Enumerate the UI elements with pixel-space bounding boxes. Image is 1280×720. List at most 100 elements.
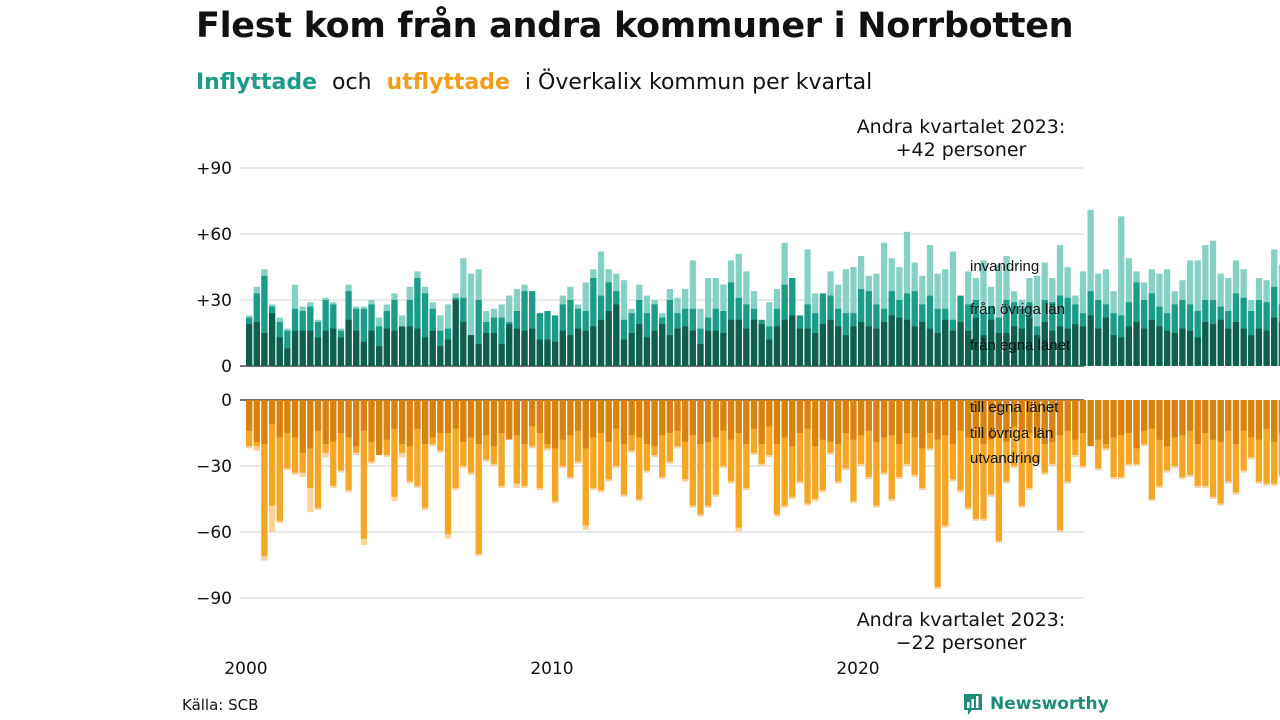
bar-outflow-ovriga-lan [1209, 400, 1217, 497]
bar-outflow-egna-lanet [995, 400, 1002, 431]
bar-outflow-egna-lanet [980, 400, 987, 444]
bar-inflow-egna-lanet [330, 328, 337, 366]
bar-inflow-egna-lanet [521, 330, 528, 366]
bar-outflow-egna-lanet [1102, 400, 1110, 444]
bar-inflow-egna-lanet [421, 337, 429, 366]
bar-inflow-invandring [1033, 275, 1041, 366]
bar-inflow-egna-lanet [399, 326, 406, 366]
bar-inflow-egna-lanet [1217, 319, 1224, 366]
bar-outflow-egna-lanet [582, 400, 589, 449]
bar-inflow-invandring [467, 273, 475, 366]
bar-outflow-egna-lanet [437, 400, 444, 433]
bar-outflow-egna-lanet [835, 400, 842, 444]
bar-outflow-ovriga-lan [888, 400, 895, 499]
bar-outflow-ovriga-lan [712, 400, 719, 495]
bar-outflow-egna-lanet [1171, 400, 1178, 438]
chart-title: Flest kom från andra kommuner i Norrbott… [196, 6, 1074, 46]
bar-outflow-egna-lanet [919, 400, 926, 449]
bar-outflow-ovriga-lan [1225, 400, 1232, 482]
bar-outflow-egna-lanet [399, 400, 406, 444]
bar-inflow-egna-lanet [1248, 335, 1255, 366]
bar-inflow-egna-lanet [949, 330, 957, 366]
bar-outflow-ovriga-lan [842, 400, 849, 469]
bar-outflow-egna-lanet [1209, 400, 1217, 440]
bar-outflow-egna-lanet [483, 400, 490, 436]
x-tick-label: 2000 [224, 659, 267, 679]
bar-outflow-ovriga-lan [980, 400, 987, 519]
subtitle-inflyttade: Inflyttade [196, 70, 318, 95]
bar-inflow-egna-lanet [1011, 326, 1018, 366]
bar-inflow-invandring [1087, 209, 1094, 366]
bar-inflow-ovriga-lan [414, 278, 421, 366]
bar-outflow-egna-lanet [651, 400, 658, 447]
bar-inflow-egna-lanet [1240, 328, 1247, 366]
bar-outflow-egna-lanet [414, 400, 421, 429]
bar-outflow-egna-lanet [697, 400, 704, 444]
bar-inflow-egna-lanet [1232, 322, 1240, 366]
bar-outflow-egna-lanet [1026, 400, 1033, 433]
bar-outflow-egna-lanet [1049, 400, 1056, 442]
bar-outflow-egna-lanet [705, 400, 712, 442]
bar-outflow-egna-lanet [291, 400, 299, 438]
bar-outflow-ovriga-lan [513, 400, 520, 484]
bar-outflow-ovriga-lan [345, 400, 352, 491]
bar-outflow-egna-lanet [842, 400, 849, 433]
bar-outflow-egna-lanet [1148, 400, 1155, 429]
bar-outflow-ovriga-lan [1110, 400, 1117, 477]
bar-outflow-egna-lanet [536, 400, 543, 433]
bar-inflow-invandring [1118, 216, 1125, 366]
bar-inflow-egna-lanet [1202, 322, 1209, 366]
bar-inflow-egna-lanet [544, 339, 551, 366]
bar-inflow-invandring [880, 242, 888, 366]
bar-outflow-egna-lanet [1194, 400, 1201, 444]
bar-outflow-egna-lanet [307, 400, 314, 449]
legend-label-bottom: utvandring [970, 450, 1040, 467]
bar-outflow-ovriga-lan [988, 400, 995, 495]
bar-inflow-egna-lanet [651, 330, 658, 366]
bar-outflow-ovriga-lan [620, 400, 628, 495]
bar-outflow-egna-lanet [574, 400, 582, 431]
bar-outflow-egna-lanet [246, 400, 253, 431]
bar-outflow-ovriga-lan [720, 400, 727, 466]
annotation-bottom-line1: Andra kvartalet 2023: [857, 609, 1066, 631]
bar-inflow-egna-lanet [773, 326, 781, 366]
bar-outflow-egna-lanet [299, 400, 306, 453]
bar-inflow-egna-lanet [437, 346, 444, 366]
bar-outflow-ovriga-lan [284, 400, 291, 469]
bar-outflow-ovriga-lan [659, 400, 666, 477]
bar-outflow-ovriga-lan [360, 400, 367, 539]
bar-inflow-egna-lanet [1179, 328, 1186, 366]
bar-outflow-ovriga-lan [727, 400, 735, 482]
bar-inflow-egna-lanet [506, 324, 513, 366]
annotation-bottom-line2: −22 personer [896, 632, 1027, 654]
bar-inflow-egna-lanet [1164, 330, 1171, 366]
bar-inflow-egna-lanet [835, 326, 842, 366]
bar-inflow-egna-lanet [636, 324, 643, 366]
bar-outflow-egna-lanet [253, 400, 260, 442]
bar-outflow-ovriga-lan [582, 400, 589, 526]
bar-outflow-egna-lanet [1118, 400, 1125, 436]
bar-outflow-egna-lanet [873, 400, 880, 442]
bar-outflow-egna-lanet [605, 400, 612, 442]
y-tick-label-bottom: −90 [196, 589, 232, 609]
bar-outflow-ovriga-lan [536, 400, 543, 488]
bar-inflow-egna-lanet [781, 319, 788, 366]
bar-outflow-egna-lanet [750, 400, 758, 429]
bar-inflow-egna-lanet [628, 333, 635, 366]
bar-inflow-egna-lanet [452, 300, 459, 366]
bar-outflow-egna-lanet [1186, 400, 1194, 431]
bar-inflow-egna-lanet [727, 319, 735, 366]
bar-inflow-egna-lanet [1102, 317, 1110, 366]
bar-inflow-ovriga-lan [552, 315, 559, 366]
bar-inflow-egna-lanet [268, 313, 276, 366]
bar-inflow-ovriga-lan [521, 291, 528, 366]
subtitle-rest: i Överkalix kommun per kvartal [524, 70, 873, 95]
subtitle-utflyttade: utflyttade [386, 70, 510, 95]
bar-outflow-egna-lanet [421, 400, 429, 444]
annotation-top-line1: Andra kvartalet 2023: [857, 116, 1066, 138]
bar-outflow-ovriga-lan [972, 400, 979, 519]
bar-inflow-egna-lanet [705, 330, 712, 366]
bar-outflow-egna-lanet [444, 400, 452, 433]
bar-inflow-egna-lanet [1018, 328, 1025, 366]
legend-label-top: invandring [970, 258, 1039, 275]
